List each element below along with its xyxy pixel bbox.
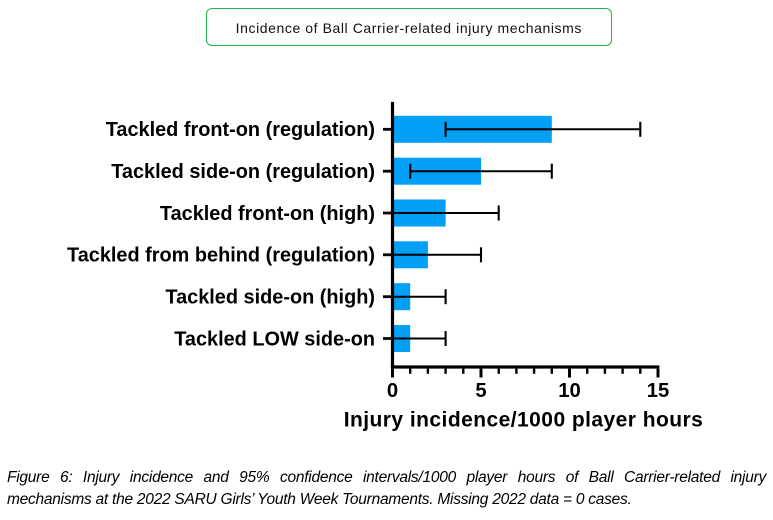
- svg-text:0: 0: [387, 380, 398, 402]
- svg-text:5: 5: [475, 380, 486, 402]
- svg-text:Tackled from behind (regulatio: Tackled from behind (regulation): [67, 245, 375, 267]
- svg-text:Tackled LOW side-on: Tackled LOW side-on: [174, 328, 375, 350]
- svg-text:10: 10: [558, 380, 581, 402]
- svg-text:15: 15: [647, 380, 670, 402]
- svg-text:Tackled side-on (high): Tackled side-on (high): [165, 287, 375, 309]
- svg-text:Injury incidence/1000 player h: Injury incidence/1000 player hours: [344, 408, 704, 431]
- svg-text:Tackled side-on (regulation): Tackled side-on (regulation): [111, 161, 375, 183]
- svg-text:Tackled front-on (high): Tackled front-on (high): [160, 203, 375, 225]
- svg-text:Tackled front-on (regulation): Tackled front-on (regulation): [106, 119, 375, 141]
